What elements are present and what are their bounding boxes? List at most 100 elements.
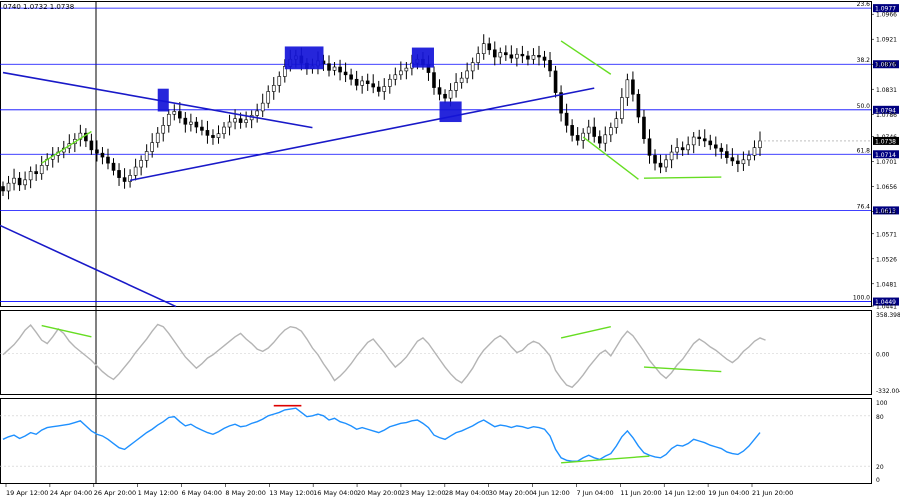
- candle: [249, 110, 254, 129]
- candle: [172, 104, 177, 121]
- candle-body: [691, 136, 696, 146]
- level-marker-box: [284, 46, 324, 70]
- candle: [12, 168, 16, 191]
- candle: [139, 155, 143, 176]
- cci-divergence-line: [41, 324, 92, 338]
- candle: [509, 45, 514, 64]
- candle-body: [34, 171, 38, 175]
- candle: [122, 168, 127, 189]
- candle: [343, 62, 348, 83]
- candle: [178, 102, 182, 124]
- price-tick-label: 1.0611: [876, 209, 897, 216]
- rsi-divergence-line: [561, 455, 650, 464]
- price-tag: [873, 150, 899, 159]
- candle: [520, 45, 525, 64]
- candle: [382, 78, 387, 100]
- candle: [277, 71, 282, 93]
- candle: [658, 154, 663, 174]
- candle: [100, 147, 105, 165]
- candle: [504, 45, 508, 61]
- lower-channel-trendline: [0, 224, 177, 308]
- candle: [354, 70, 359, 91]
- candle-body: [244, 119, 248, 123]
- fib-level-label: 76.4: [857, 203, 871, 210]
- candle-body: [338, 66, 342, 73]
- candle: [470, 57, 475, 80]
- candle: [625, 73, 630, 106]
- candle-body: [631, 79, 635, 95]
- candle: [647, 129, 652, 164]
- candle-body: [730, 157, 735, 162]
- price-tag: [873, 60, 899, 69]
- fib-level-label: 61.8: [857, 147, 871, 154]
- x-tick-label: 4 Jun 12:00: [533, 489, 570, 497]
- candle-body: [581, 132, 585, 141]
- candle: [34, 164, 38, 181]
- candle: [609, 122, 613, 143]
- candle-body: [542, 56, 547, 61]
- candle-body: [155, 132, 160, 143]
- candle-body: [399, 70, 403, 76]
- candle-body: [686, 144, 690, 151]
- x-tick-label: 11 Jun 20:00: [620, 489, 661, 497]
- candle-body: [520, 53, 525, 57]
- candle: [216, 125, 221, 144]
- candle-body: [669, 151, 674, 161]
- price-tag: [873, 105, 899, 114]
- candle-body: [365, 80, 370, 84]
- candle-body: [609, 127, 613, 136]
- candle-body: [404, 67, 409, 72]
- candle-body: [172, 111, 177, 115]
- candle: [592, 117, 597, 143]
- candle: [227, 114, 232, 136]
- candle-body: [575, 135, 580, 141]
- candle-body: [271, 85, 276, 92]
- candle: [332, 62, 337, 76]
- cci-divergence-line: [560, 326, 611, 339]
- x-tick-label: 1 May 12:00: [138, 489, 178, 497]
- candle-body: [713, 144, 718, 149]
- candle: [360, 75, 364, 94]
- candle-body: [23, 179, 27, 186]
- candle-body: [222, 126, 226, 135]
- candle-body: [376, 86, 381, 92]
- candle: [725, 144, 729, 164]
- candle: [597, 130, 602, 149]
- candle-body: [636, 93, 641, 118]
- candle: [106, 148, 110, 170]
- level-marker-box: [439, 101, 462, 123]
- candle-body: [349, 74, 353, 80]
- candle: [642, 109, 646, 144]
- candle-body: [161, 125, 166, 134]
- candle-body: [371, 83, 376, 88]
- candle: [260, 93, 265, 118]
- fib-level-label: 38.2: [857, 57, 871, 64]
- candle-body: [548, 60, 552, 72]
- candle: [741, 151, 746, 171]
- candle-body: [592, 126, 597, 137]
- candle-body: [189, 121, 193, 125]
- candle: [244, 111, 248, 128]
- candle: [476, 46, 480, 70]
- candle: [758, 131, 762, 156]
- candle-body: [504, 52, 508, 56]
- candle: [161, 117, 166, 142]
- candle-body: [111, 162, 116, 171]
- candle: [515, 48, 519, 67]
- candle-body: [17, 177, 22, 186]
- x-tick-label: 16 May 04:00: [313, 489, 358, 497]
- candle: [338, 59, 342, 81]
- candle: [697, 129, 702, 146]
- candle: [570, 119, 574, 142]
- fib-level-label: 100.0: [853, 295, 870, 302]
- candle-body: [664, 159, 668, 168]
- candle: [487, 37, 492, 55]
- price-tick-label: 1.0571: [876, 231, 897, 238]
- rsi-layer: [0, 404, 871, 467]
- price-tag-label: 1.0714: [875, 152, 896, 159]
- x-tick-label: 26 Apr 20:00: [94, 489, 136, 497]
- candle-body: [725, 151, 729, 158]
- candle: [708, 134, 713, 150]
- candle: [111, 158, 116, 176]
- candle: [443, 89, 447, 104]
